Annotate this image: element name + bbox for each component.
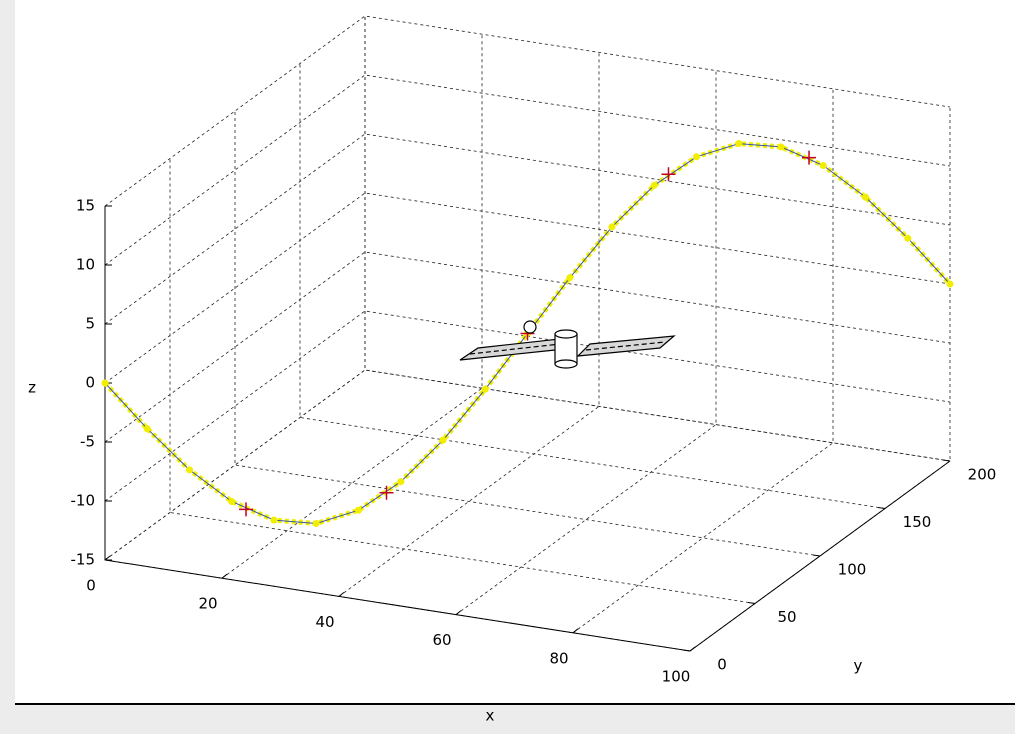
z-axis-label: z	[28, 379, 36, 397]
grid-line	[104, 74, 951, 266]
grid-line	[455, 70, 717, 615]
x-tick	[572, 628, 579, 634]
curve-point	[439, 436, 447, 444]
curve-point	[101, 379, 109, 387]
curve	[101, 140, 954, 527]
marker	[661, 167, 676, 182]
grid-line	[364, 16, 951, 462]
curve-point	[481, 385, 489, 393]
curve-point	[397, 478, 405, 486]
y-tick-label: 150	[903, 513, 932, 531]
y-tick	[682, 649, 691, 652]
x-tick-label: 80	[549, 649, 568, 667]
z-tick-label: -15	[71, 551, 96, 569]
grid-line	[234, 111, 821, 557]
curve-point	[608, 223, 616, 231]
curve-point	[355, 506, 362, 514]
x-axis-label: x	[486, 707, 495, 725]
curve-point	[312, 519, 320, 527]
curve-point	[270, 516, 278, 524]
grid-line	[104, 310, 951, 502]
marker	[802, 150, 817, 165]
marker	[379, 485, 394, 500]
grid-line	[104, 192, 951, 384]
grid-line	[104, 133, 951, 325]
curve-point	[904, 234, 912, 242]
grid-line	[572, 88, 834, 634]
y-tick	[942, 459, 951, 462]
z-tick-label: -5	[80, 433, 95, 451]
y-axis-label: y	[854, 657, 863, 675]
y-tick-label: 0	[717, 656, 727, 674]
curve-point	[143, 425, 151, 433]
x-tick-label: 60	[432, 631, 451, 649]
grid-line	[104, 251, 951, 443]
curve-point	[819, 162, 827, 170]
x-tick	[221, 573, 228, 579]
z-tick-label: 0	[85, 374, 95, 392]
x-tick	[104, 555, 111, 561]
x-tick	[455, 610, 462, 615]
curve-point	[735, 140, 743, 148]
y-tick	[747, 602, 756, 604]
x-tick-label: 40	[315, 613, 334, 631]
y-tick-label: 50	[777, 608, 796, 626]
z-tick-label: 15	[76, 197, 95, 215]
grid-line	[104, 369, 951, 561]
marker	[238, 502, 253, 517]
x-tick	[689, 646, 696, 652]
x-tick-label: 0	[86, 577, 96, 595]
z-tick-label: -10	[71, 492, 96, 510]
y-tick	[812, 554, 821, 557]
y-tick-label: 200	[968, 466, 997, 484]
z-tick-label: 5	[85, 315, 95, 333]
x-tick-label: 100	[662, 668, 691, 686]
curve-point	[186, 466, 193, 474]
x-tick-label: 20	[198, 595, 217, 613]
grid-line	[104, 15, 951, 207]
satellite-icon	[459, 320, 676, 369]
curve-point	[946, 280, 954, 288]
curve-point	[693, 153, 700, 161]
y-tick	[877, 507, 886, 509]
curve-point	[650, 181, 658, 189]
curve-point	[228, 497, 236, 505]
y-tick-label: 100	[838, 561, 867, 579]
z-tick-label: 10	[76, 256, 95, 274]
curve-point	[777, 143, 785, 151]
x-tick	[338, 592, 345, 597]
curve-point	[566, 274, 574, 282]
curve-point	[862, 193, 869, 201]
